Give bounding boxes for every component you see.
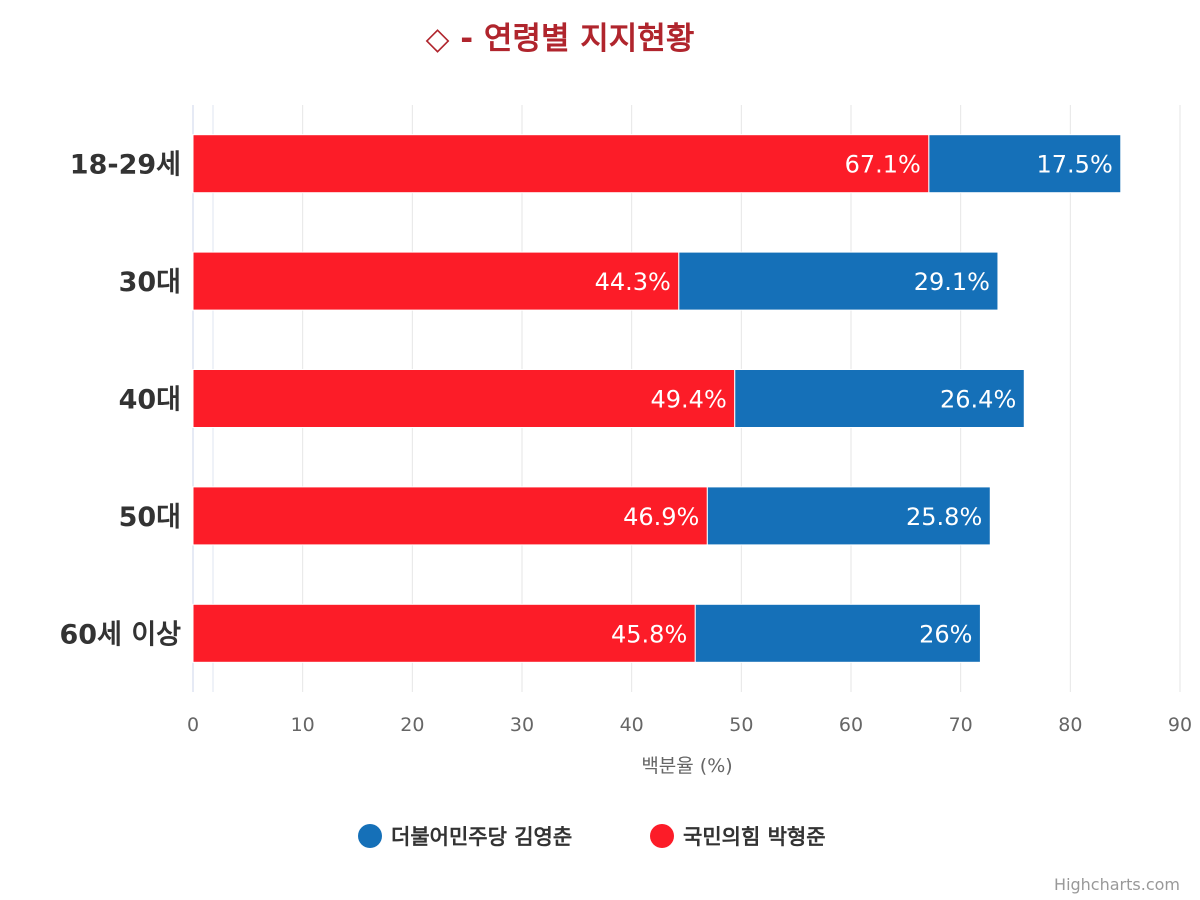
data-label: 46.9%	[623, 503, 699, 531]
tick-label: 10	[291, 714, 315, 736]
bar-segment[interactable]	[928, 134, 1122, 194]
data-label: 44.3%	[595, 268, 671, 296]
legend-item[interactable]: 더불어민주당 김영춘	[358, 824, 572, 849]
data-label: 29.1%	[914, 268, 990, 296]
data-label: 45.8%	[611, 620, 687, 648]
tick-label: 90	[1168, 714, 1192, 736]
category-label: 60세 이상	[60, 619, 182, 650]
tick-label: 20	[400, 714, 424, 736]
data-label: 67.1%	[845, 151, 921, 179]
tick-label: 80	[1058, 714, 1082, 736]
bar-segment[interactable]	[192, 251, 680, 311]
bar-segment[interactable]	[192, 486, 708, 546]
legend-marker	[358, 824, 382, 848]
credit-link[interactable]: Highcharts.com	[1054, 875, 1180, 894]
data-label: 49.4%	[651, 386, 727, 414]
category-labels: 18-29세 30대 40대 50대 60세 이상	[60, 150, 182, 651]
bar-segment[interactable]	[192, 369, 736, 428]
tick-label: 0	[187, 714, 199, 736]
tick-label: 70	[949, 714, 973, 736]
bar-segment[interactable]	[694, 603, 981, 663]
bar-segment[interactable]	[706, 486, 991, 546]
category-label: 40대	[119, 385, 181, 416]
category-label: 30대	[119, 267, 181, 298]
data-labels: 67.1% 17.5% 44.3% 29.1% 49.4% 26.4% 46.9% 25.8%…	[595, 151, 1113, 649]
legend: 더불어민주당 김영춘 국민의힘 박형준	[358, 824, 826, 849]
legend-marker	[650, 824, 674, 848]
category-label: 18-29세	[70, 150, 181, 181]
chart-title: ◇ - 연령별 지지현황	[426, 21, 695, 57]
data-label: 26%	[919, 620, 972, 648]
bar-segment[interactable]	[192, 603, 696, 663]
data-label: 17.5%	[1037, 151, 1113, 179]
legend-item[interactable]: 국민의힘 박형준	[650, 824, 826, 849]
tick-label: 30	[510, 714, 534, 736]
tick-labels: 0 10 20 30 40 50 60 70 80 90	[187, 714, 1192, 736]
bar-segment[interactable]	[734, 369, 1025, 428]
legend-label: 더불어민주당 김영춘	[391, 825, 572, 849]
category-label: 50대	[119, 502, 181, 533]
data-label: 25.8%	[906, 503, 982, 531]
bars	[192, 134, 1122, 663]
bar-segment[interactable]	[678, 251, 999, 311]
tick-label: 60	[839, 714, 863, 736]
legend-label: 국민의힘 박형준	[683, 825, 826, 849]
tick-label: 50	[729, 714, 753, 736]
bar-segment[interactable]	[192, 134, 930, 194]
tick-label: 40	[620, 714, 644, 736]
data-label: 26.4%	[940, 386, 1016, 414]
value-axis-title: 백분율 (%)	[641, 755, 732, 777]
